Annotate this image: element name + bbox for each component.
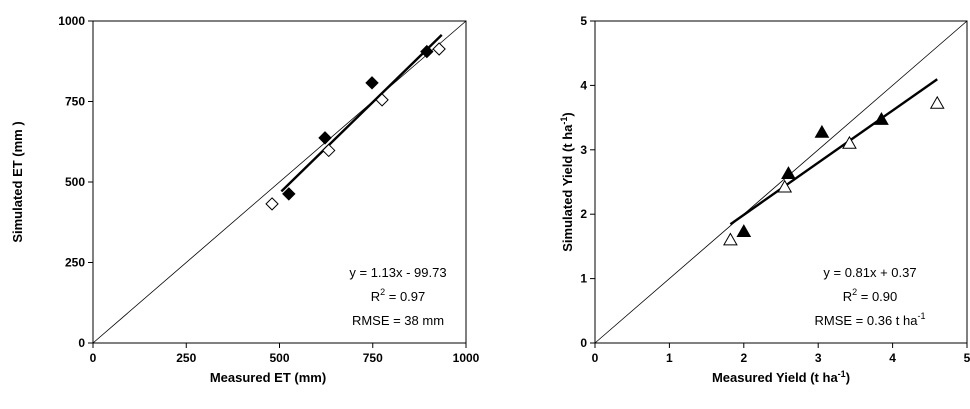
y-label-superscript: -1 xyxy=(559,117,569,125)
data-point xyxy=(929,95,945,109)
one-to-one-line xyxy=(594,20,968,344)
data-point xyxy=(723,232,738,246)
data-point xyxy=(781,166,796,180)
y-tick-label: 2 xyxy=(580,207,587,221)
regression-line xyxy=(729,78,938,226)
x-tick-label: 1 xyxy=(666,351,673,365)
data-point xyxy=(842,135,857,149)
y-tick-label: 3 xyxy=(580,143,587,157)
plot-area-border xyxy=(594,20,968,344)
r-superscript: 2 xyxy=(852,287,857,297)
rmse-superscript: -1 xyxy=(917,311,925,321)
x-label-main: Measured Yield (t ha xyxy=(712,370,838,385)
regression-equation: y = 0.81x + 0.37 xyxy=(823,265,916,280)
rmse: RMSE = 38 mm xyxy=(352,313,444,328)
r-value: = 0.90 xyxy=(857,289,897,304)
data-point xyxy=(322,143,336,158)
x-tick-label: 250 xyxy=(176,351,196,365)
et-chart: 0 250 500 750 1000 0 250 500 750 1000 Measured ET… xyxy=(10,14,480,385)
r-superscript: 2 xyxy=(380,287,385,297)
x-axis-label: Measured Yield (t ha-1) xyxy=(712,369,850,385)
r-squared: R2 = 0.90 xyxy=(843,287,898,304)
x-tick-label: 5 xyxy=(964,351,970,365)
rmse: RMSE = 0.36 t ha-1 xyxy=(815,311,926,328)
y-tick-label: 500 xyxy=(65,175,85,189)
data-point xyxy=(874,112,889,125)
regression-equation: y = 1.13x - 99.73 xyxy=(349,265,446,280)
rmse-main: RMSE = 0.36 t ha xyxy=(815,313,919,328)
r-label: R xyxy=(843,289,852,304)
y-tick-label: 0 xyxy=(78,336,85,350)
x-axis-label: Measured ET (mm) xyxy=(210,370,326,385)
y-tick-label: 0 xyxy=(580,336,587,350)
data-point xyxy=(777,179,793,193)
x-tick-label: 500 xyxy=(269,351,289,365)
x-tick-label: 3 xyxy=(815,351,822,365)
data-point xyxy=(420,44,434,59)
data-point xyxy=(265,197,279,211)
y-tick-label: 1 xyxy=(580,272,587,286)
y-axis-label: Simulated ET (mm ) xyxy=(10,121,25,242)
data-point xyxy=(814,124,830,138)
regression-line xyxy=(280,34,443,193)
r-value: = 0.97 xyxy=(385,289,425,304)
y-label-close: ) xyxy=(560,112,575,116)
one-to-one-line xyxy=(92,20,467,344)
y-tick-label: 250 xyxy=(65,256,85,270)
data-point xyxy=(318,131,332,145)
x-label-superscript: -1 xyxy=(838,369,846,379)
data-point xyxy=(365,76,379,90)
y-tick-label: 5 xyxy=(580,14,587,28)
data-point xyxy=(736,224,752,237)
x-tick-label: 4 xyxy=(889,351,896,365)
y-label-main: Simulated Yield (t ha xyxy=(560,124,575,252)
data-point xyxy=(282,187,296,201)
y-tick-label: 4 xyxy=(580,78,587,92)
r-label: R xyxy=(371,289,380,304)
x-tick-label: 1000 xyxy=(453,351,480,365)
data-point xyxy=(432,42,446,56)
y-tick-label: 750 xyxy=(65,95,85,109)
x-tick-label: 2 xyxy=(740,351,747,365)
r-squared: R2 = 0.97 xyxy=(371,287,426,304)
y-tick-label: 1000 xyxy=(58,14,85,28)
data-point xyxy=(375,93,389,107)
x-label-close: ) xyxy=(846,370,850,385)
x-tick-label: 0 xyxy=(90,351,97,365)
y-axis-label: Simulated Yield (t ha-1) xyxy=(559,112,575,252)
x-tick-label: 0 xyxy=(592,351,599,365)
x-tick-label: 750 xyxy=(363,351,383,365)
